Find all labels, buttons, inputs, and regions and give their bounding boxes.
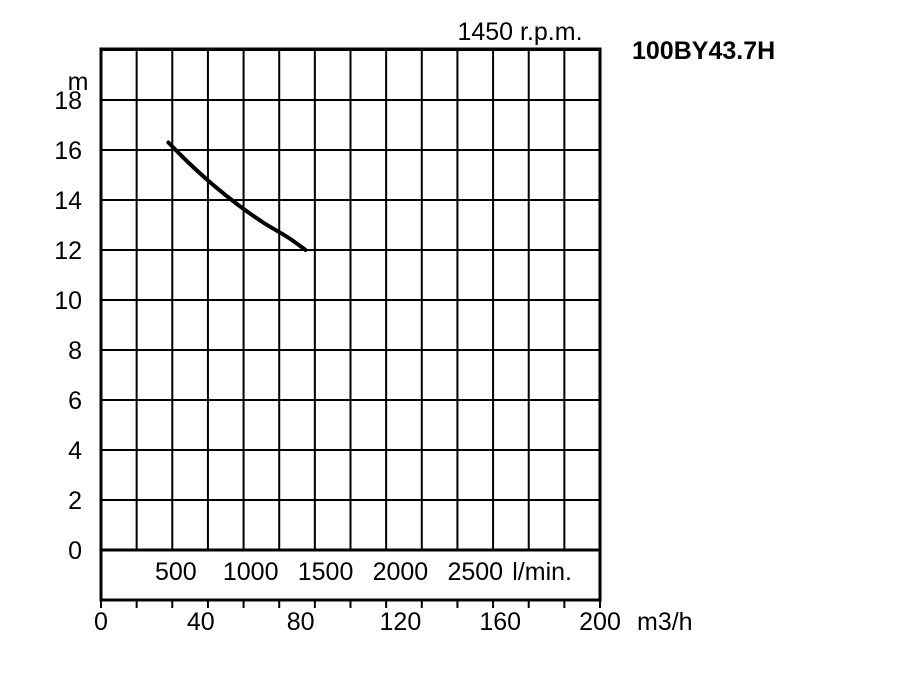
flow-lpm-unit: l/min. [512, 558, 572, 586]
y-tick-labels: 0 2 4 6 8 10 12 14 16 18 [54, 87, 82, 565]
model-label: 100BY43.7H [632, 37, 775, 65]
y-axis-unit: m [68, 68, 89, 96]
y-tick-label: 12 [54, 237, 82, 265]
y-tick-label: 10 [54, 287, 82, 315]
flow-lpm-tick-label: 500 [155, 558, 197, 586]
flow-lpm-tick-label: 2500 [447, 558, 503, 586]
flow-lpm-tick-labels: 500 1000 1500 2000 2500 l/min. [155, 558, 572, 586]
flow-lpm-tick-label: 1500 [298, 558, 354, 586]
y-tick-label: 14 [54, 187, 82, 215]
flow-lpm-tick-label: 2000 [373, 558, 429, 586]
flow-lpm-tick-label: 1000 [223, 558, 279, 586]
y-tick-label: 18 [54, 87, 82, 115]
y-tick-label: 16 [54, 137, 82, 165]
x-tick-label: 200 [579, 608, 621, 636]
x-tick-label: 0 [94, 608, 108, 636]
chart-grid [99, 47, 602, 608]
head-flow-curve [166, 140, 308, 252]
x-tick-label: 80 [287, 608, 315, 636]
speed-label: 1450 r.p.m. [457, 18, 582, 46]
x-tick-label: 120 [380, 608, 422, 636]
y-tick-label: 8 [68, 337, 82, 365]
y-tick-label: 4 [68, 437, 82, 465]
x-tick-label: 40 [187, 608, 215, 636]
y-tick-label: 2 [68, 487, 82, 515]
y-tick-label: 6 [68, 387, 82, 415]
x-tick-labels: 0 40 80 120 160 200 [94, 608, 621, 636]
x-tick-label: 160 [479, 608, 521, 636]
plot-frame [99, 47, 602, 602]
x-axis-unit: m3/h [637, 608, 693, 636]
y-tick-label: 0 [68, 537, 82, 565]
